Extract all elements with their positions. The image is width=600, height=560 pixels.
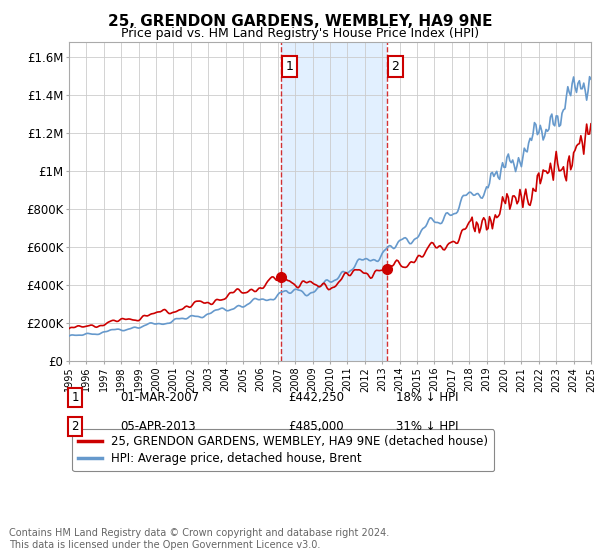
- Text: 25, GRENDON GARDENS, WEMBLEY, HA9 9NE: 25, GRENDON GARDENS, WEMBLEY, HA9 9NE: [108, 14, 492, 29]
- Text: Contains HM Land Registry data © Crown copyright and database right 2024.
This d: Contains HM Land Registry data © Crown c…: [9, 528, 389, 550]
- Text: 1: 1: [286, 60, 293, 73]
- Text: 1: 1: [71, 391, 79, 404]
- Text: £485,000: £485,000: [288, 420, 344, 433]
- Text: Price paid vs. HM Land Registry's House Price Index (HPI): Price paid vs. HM Land Registry's House …: [121, 27, 479, 40]
- Text: 2: 2: [71, 420, 79, 433]
- Legend: 25, GRENDON GARDENS, WEMBLEY, HA9 9NE (detached house), HPI: Average price, deta: 25, GRENDON GARDENS, WEMBLEY, HA9 9NE (d…: [72, 430, 494, 472]
- Text: 05-APR-2013: 05-APR-2013: [120, 420, 196, 433]
- Text: 31% ↓ HPI: 31% ↓ HPI: [396, 420, 458, 433]
- Text: 2: 2: [391, 60, 400, 73]
- Text: £442,250: £442,250: [288, 391, 344, 404]
- Text: 18% ↓ HPI: 18% ↓ HPI: [396, 391, 458, 404]
- Bar: [281, 42, 387, 361]
- Text: 01-MAR-2007: 01-MAR-2007: [120, 391, 199, 404]
